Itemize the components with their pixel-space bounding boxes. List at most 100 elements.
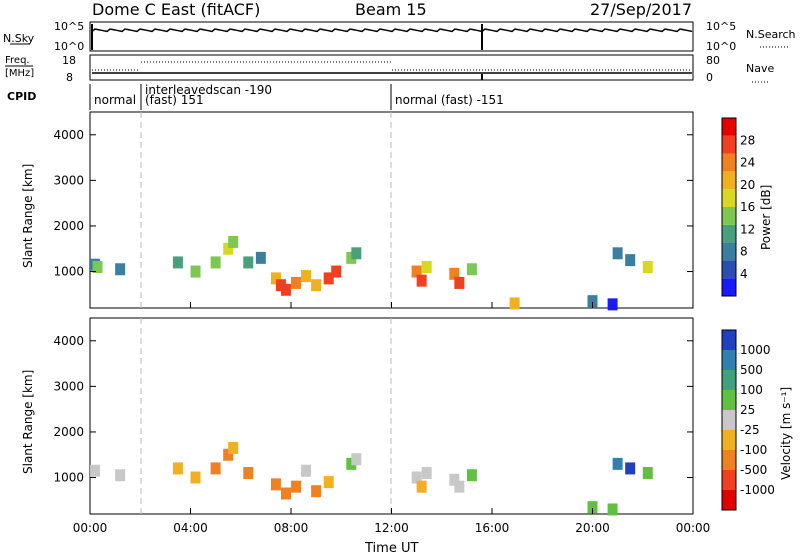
colorbar-swatch bbox=[722, 470, 736, 490]
ytick-label: 4000 bbox=[53, 128, 84, 142]
power-yticks: 1000 2000 3000 4000 bbox=[53, 128, 693, 279]
power-ylabel: Slant Range [km] bbox=[21, 164, 35, 268]
data-cell bbox=[311, 279, 322, 292]
colorbar-tick: 1000 bbox=[740, 343, 771, 357]
data-cell bbox=[449, 473, 460, 486]
nsky-label: N.Sky bbox=[3, 32, 35, 45]
colorbar-tick: -100 bbox=[740, 443, 767, 457]
colorbar-tick: 100 bbox=[740, 383, 763, 397]
colorbar-swatch bbox=[722, 450, 736, 470]
data-cell bbox=[642, 260, 653, 273]
data-cell bbox=[223, 448, 234, 461]
power-panel: Slant Range [km] 1000 2000 3000 4000 bbox=[21, 111, 694, 311]
date-label: 27/Sep/2017 bbox=[590, 0, 692, 19]
xtick-label: 00:00 bbox=[73, 521, 108, 535]
data-cell bbox=[509, 297, 520, 310]
data-cell bbox=[90, 464, 101, 477]
x-axis-label: Time UT bbox=[364, 541, 418, 554]
colorbar-swatch bbox=[722, 490, 736, 510]
cpid-seg-normal: normal bbox=[94, 93, 136, 107]
data-cell bbox=[612, 247, 623, 260]
data-cell bbox=[466, 469, 477, 482]
colorbar-frame bbox=[721, 117, 737, 297]
ytick-label: 2000 bbox=[53, 425, 84, 439]
data-cell bbox=[172, 462, 183, 475]
colorbar-swatch bbox=[722, 260, 736, 279]
xtick-label: 08:00 bbox=[274, 521, 309, 535]
velocity-ylabel: Slant Range [km] bbox=[21, 370, 35, 474]
data-cell bbox=[421, 466, 432, 479]
freq-label-1: Freq. bbox=[5, 55, 30, 66]
power-cells bbox=[90, 235, 653, 311]
colorbar-swatch bbox=[722, 410, 736, 430]
ytick-label: 1000 bbox=[53, 471, 84, 485]
data-cell bbox=[454, 276, 465, 289]
colorbar-tick: 4 bbox=[740, 267, 748, 281]
colorbar-swatch bbox=[722, 330, 736, 350]
data-cell bbox=[416, 274, 427, 287]
ytick-label: 1000 bbox=[53, 265, 84, 279]
colorbar-swatch bbox=[722, 118, 736, 136]
data-cell bbox=[607, 503, 618, 516]
colorbar-frame bbox=[721, 329, 737, 511]
freq-label-2: [MHz] bbox=[5, 68, 34, 79]
data-cell bbox=[323, 272, 334, 285]
nave-tick-top: 80 bbox=[706, 54, 720, 67]
colorbar-swatch bbox=[722, 370, 736, 390]
cpid-seg-interleaved: interleavedscan -190 bbox=[145, 83, 272, 97]
power-colorbar: 4 8 12 16 20 24 28 bbox=[721, 117, 755, 297]
data-cell bbox=[280, 487, 291, 500]
data-cell bbox=[454, 480, 465, 493]
data-cell bbox=[243, 256, 254, 269]
xtick-label: 04:00 bbox=[173, 521, 208, 535]
colorbar-tick: 16 bbox=[740, 200, 755, 214]
power-colorbar-label: Power [dB] bbox=[759, 185, 773, 250]
data-cell bbox=[92, 260, 103, 273]
data-cell bbox=[255, 251, 266, 264]
data-cell bbox=[190, 265, 201, 278]
freq-tick-bottom: 8 bbox=[66, 71, 73, 84]
data-cell bbox=[210, 256, 221, 269]
data-cell bbox=[228, 441, 239, 454]
colorbar-swatch bbox=[722, 350, 736, 370]
nsearch-tick-bottom: 10^0 bbox=[706, 40, 736, 53]
data-cell bbox=[301, 464, 312, 477]
data-cell bbox=[421, 260, 432, 273]
velocity-yticks: 1000 2000 3000 4000 bbox=[53, 334, 693, 485]
velocity-cells bbox=[90, 441, 653, 516]
nsky-trace bbox=[91, 24, 693, 50]
data-cell bbox=[115, 469, 126, 482]
nave-tick-bottom: 0 bbox=[706, 71, 713, 84]
velocity-panel: Slant Range [km] 1000 2000 3000 4000 bbox=[21, 317, 694, 516]
colorbar-swatch bbox=[722, 207, 736, 225]
cpid-seg-fast: (fast) 151 bbox=[145, 93, 204, 107]
freq-panel: Freq. [MHz] 18 8 80 0 Nave bbox=[5, 54, 774, 84]
data-cell bbox=[587, 295, 598, 308]
colorbar-tick: 12 bbox=[740, 222, 755, 236]
colorbar-swatch bbox=[722, 242, 736, 261]
colorbar-tick: 25 bbox=[740, 403, 755, 417]
data-cell bbox=[346, 457, 357, 470]
freq-tick-top: 18 bbox=[62, 54, 76, 67]
data-cell bbox=[291, 276, 302, 289]
colorbar-swatch bbox=[722, 171, 736, 190]
colorbar-tick: 24 bbox=[740, 156, 755, 170]
data-cell bbox=[223, 242, 234, 255]
data-cell bbox=[466, 263, 477, 276]
nsky-tick-top: 10^5 bbox=[54, 20, 84, 33]
cpid-panel: CPID normal interleavedscan -190 (fast) … bbox=[7, 83, 504, 110]
nsky-panel: N.Sky 10^5 10^0 10^5 10^0 N.Search bbox=[3, 20, 796, 53]
nave-label: Nave bbox=[746, 62, 774, 75]
data-cell bbox=[291, 480, 302, 493]
cpid-seg-normal-fast: normal (fast) -151 bbox=[395, 93, 504, 107]
data-cell bbox=[587, 501, 598, 514]
colorbar-swatch bbox=[722, 278, 736, 296]
ytick-label: 3000 bbox=[53, 379, 84, 393]
data-cell bbox=[280, 283, 291, 296]
colorbar-swatch bbox=[722, 430, 736, 450]
colorbar-tick: 20 bbox=[740, 178, 755, 192]
data-cell bbox=[270, 272, 281, 285]
data-cell bbox=[351, 453, 362, 466]
colorbar-swatch bbox=[722, 153, 736, 172]
data-cell bbox=[612, 457, 623, 470]
